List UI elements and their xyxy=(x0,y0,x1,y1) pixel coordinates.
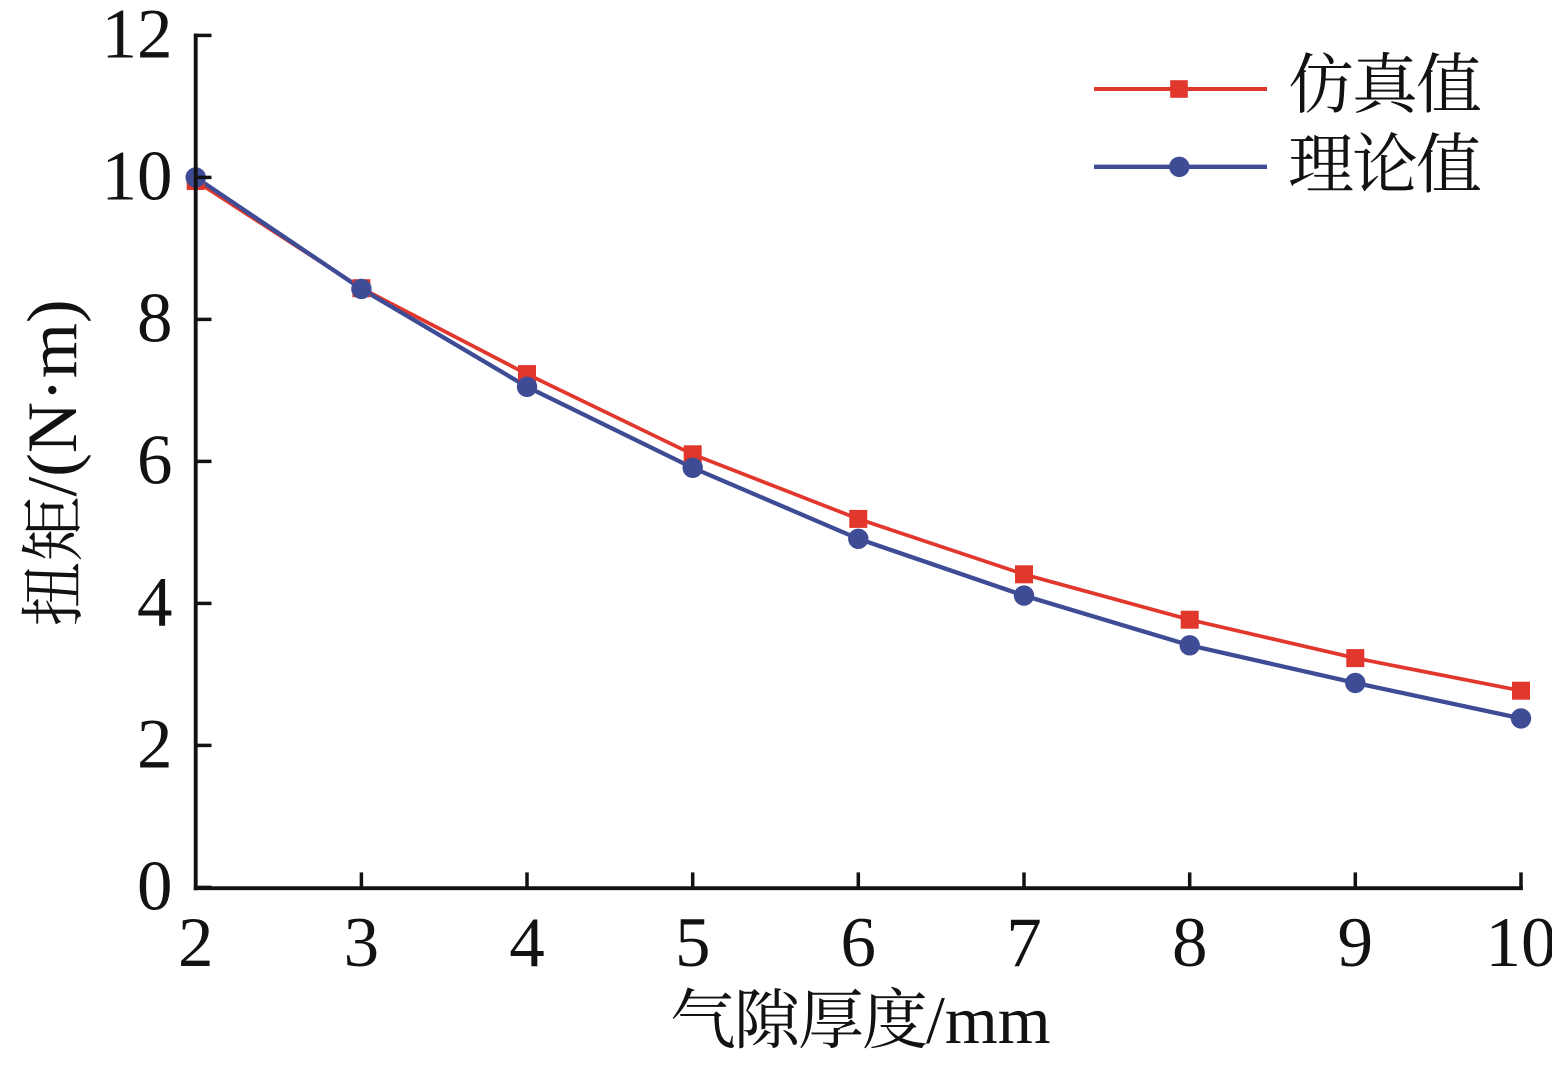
svg-text:3: 3 xyxy=(344,904,380,982)
svg-text:4: 4 xyxy=(509,904,545,982)
svg-text:9: 9 xyxy=(1338,904,1374,982)
svg-text:4: 4 xyxy=(137,564,173,642)
svg-text:12: 12 xyxy=(102,0,173,74)
svg-text:2: 2 xyxy=(178,904,214,982)
svg-text:10: 10 xyxy=(1486,904,1552,982)
svg-text:7: 7 xyxy=(1006,904,1042,982)
svg-text:6: 6 xyxy=(841,904,877,982)
svg-text:8: 8 xyxy=(137,280,173,358)
svg-text:/(N·m): /(N·m) xyxy=(14,299,92,496)
svg-text:5: 5 xyxy=(675,904,711,982)
svg-text:/mm: /mm xyxy=(926,982,1051,1058)
svg-text:10: 10 xyxy=(102,138,173,216)
svg-text:6: 6 xyxy=(137,422,173,500)
svg-text:2: 2 xyxy=(137,706,173,784)
svg-text:0: 0 xyxy=(137,848,173,926)
svg-text:8: 8 xyxy=(1172,904,1208,982)
